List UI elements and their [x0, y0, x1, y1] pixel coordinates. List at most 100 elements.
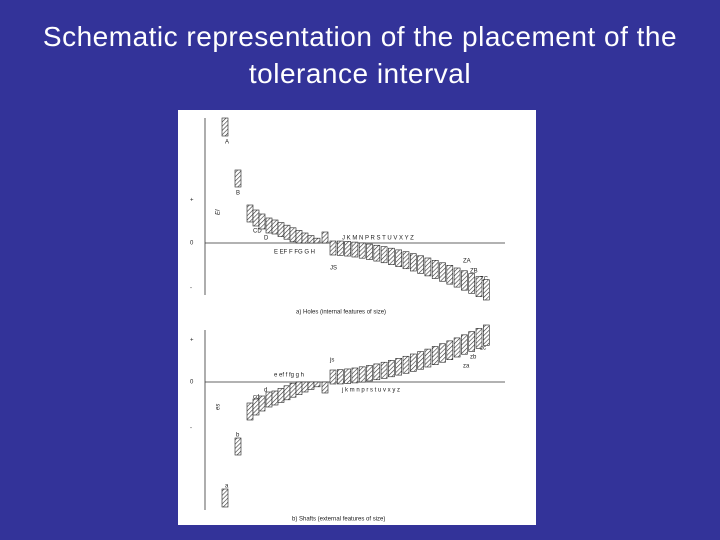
tolerance-zone — [344, 368, 351, 384]
tolerance-zone — [221, 488, 229, 508]
tolerance-zone — [439, 343, 446, 363]
minus-sign: - — [190, 286, 192, 292]
tolerance-zone — [265, 391, 273, 408]
tolerance-zone — [373, 244, 381, 262]
tolerance-zone — [388, 360, 395, 378]
tolerance-zone — [295, 230, 303, 244]
tolerance-zone — [258, 213, 266, 230]
tolerance-zone — [336, 240, 344, 256]
diagram-panel — [178, 110, 536, 525]
letter: cd — [253, 395, 259, 401]
tolerance-zone — [409, 253, 417, 272]
tolerance-zone — [417, 255, 424, 274]
letter: j k m n p r s t u v x y z — [341, 388, 400, 394]
letter: za — [463, 364, 470, 370]
tolerance-zone — [221, 117, 229, 137]
tolerance-zone — [446, 265, 454, 285]
letter: a — [225, 484, 229, 490]
tolerance-zone — [234, 437, 242, 456]
letter: d — [264, 388, 267, 394]
tolerance-zone — [336, 369, 344, 385]
tolerance-zone — [380, 246, 388, 264]
tolerance-zone — [329, 369, 337, 385]
letter: D — [264, 236, 269, 242]
letter: b — [236, 433, 240, 439]
tolerance-zone — [234, 169, 242, 188]
tolerance-zone — [424, 348, 432, 368]
tolerance-zone — [358, 366, 366, 383]
tolerance-zone — [313, 381, 321, 388]
letter: B — [236, 191, 240, 197]
zero-label: 0 — [190, 380, 194, 386]
tolerance-zone — [246, 204, 254, 223]
tolerance-zone — [271, 219, 279, 235]
letter: E EF F FG G H — [274, 250, 315, 256]
tolerance-zone — [258, 395, 266, 412]
tolerance-zone — [307, 235, 315, 244]
zero-label: 0 — [190, 241, 194, 247]
tolerance-zone — [424, 257, 432, 277]
tolerance-zone — [417, 351, 424, 370]
letter: ZB — [470, 269, 478, 275]
letter: J K M N P R S T U V X Y Z — [342, 236, 414, 242]
tolerance-zone — [295, 381, 303, 395]
letter: CD — [253, 229, 262, 235]
deviation-label: es — [216, 404, 222, 410]
tolerance-zone — [373, 363, 381, 381]
tolerance-zone — [307, 381, 315, 390]
tolerance-zone — [380, 361, 388, 379]
tolerance-zone — [301, 232, 309, 244]
tolerance-zone — [431, 260, 439, 279]
tolerance-zone — [475, 276, 483, 297]
tolerance-zone — [246, 402, 254, 421]
tolerance-zone — [395, 358, 403, 376]
letter: e ef f fg g h — [274, 373, 304, 379]
tolerance-zone — [439, 262, 446, 282]
tolerance-zone — [277, 222, 285, 237]
tolerance-zone — [402, 355, 410, 374]
tolerance-zone — [351, 241, 359, 258]
letter: zc — [480, 346, 486, 352]
tolerance-zone — [289, 382, 297, 398]
tolerance-zone — [409, 353, 417, 372]
tolerance-zone — [301, 381, 309, 393]
minus-sign: - — [190, 426, 192, 432]
tolerance-zone — [468, 273, 476, 294]
tolerance-zone — [321, 231, 329, 244]
tolerance-zone — [366, 243, 373, 260]
tolerance-zone — [283, 385, 291, 401]
slide-title: Schematic representation of the placemen… — [42, 21, 678, 89]
tolerance-zone — [366, 365, 373, 382]
tolerance-zone — [461, 270, 468, 291]
letter: ZA — [463, 259, 471, 265]
tolerance-zone — [358, 242, 366, 259]
tolerance-zone — [271, 390, 279, 406]
tolerance-zone — [283, 224, 291, 240]
tolerance-zone — [351, 367, 359, 384]
tolerance-zone — [252, 209, 260, 227]
letter: JS — [330, 266, 337, 272]
tolerance-zone — [388, 247, 395, 265]
caption: a) Holes (internal features of size) — [296, 310, 386, 316]
tolerance-zone — [395, 249, 403, 267]
tolerance-zone — [252, 398, 260, 416]
tolerance-zone — [265, 217, 273, 234]
tolerance-zone — [475, 328, 483, 349]
caption: b) Shafts (external features of size) — [292, 517, 385, 523]
tolerance-zone — [468, 331, 476, 352]
tolerance-zone — [313, 237, 321, 244]
letter: A — [225, 140, 229, 146]
tolerance-zone — [344, 241, 351, 257]
tolerance-zone — [431, 346, 439, 365]
tolerance-zone — [482, 324, 490, 346]
tolerance-zone — [321, 381, 329, 394]
letter: zb — [470, 355, 477, 361]
tolerance-zone — [289, 227, 297, 243]
deviation-label: EI — [216, 209, 222, 215]
tolerance-zone — [277, 388, 285, 403]
letter: js — [329, 358, 334, 364]
plus-sign: + — [190, 198, 194, 204]
tolerance-zone — [453, 337, 461, 358]
